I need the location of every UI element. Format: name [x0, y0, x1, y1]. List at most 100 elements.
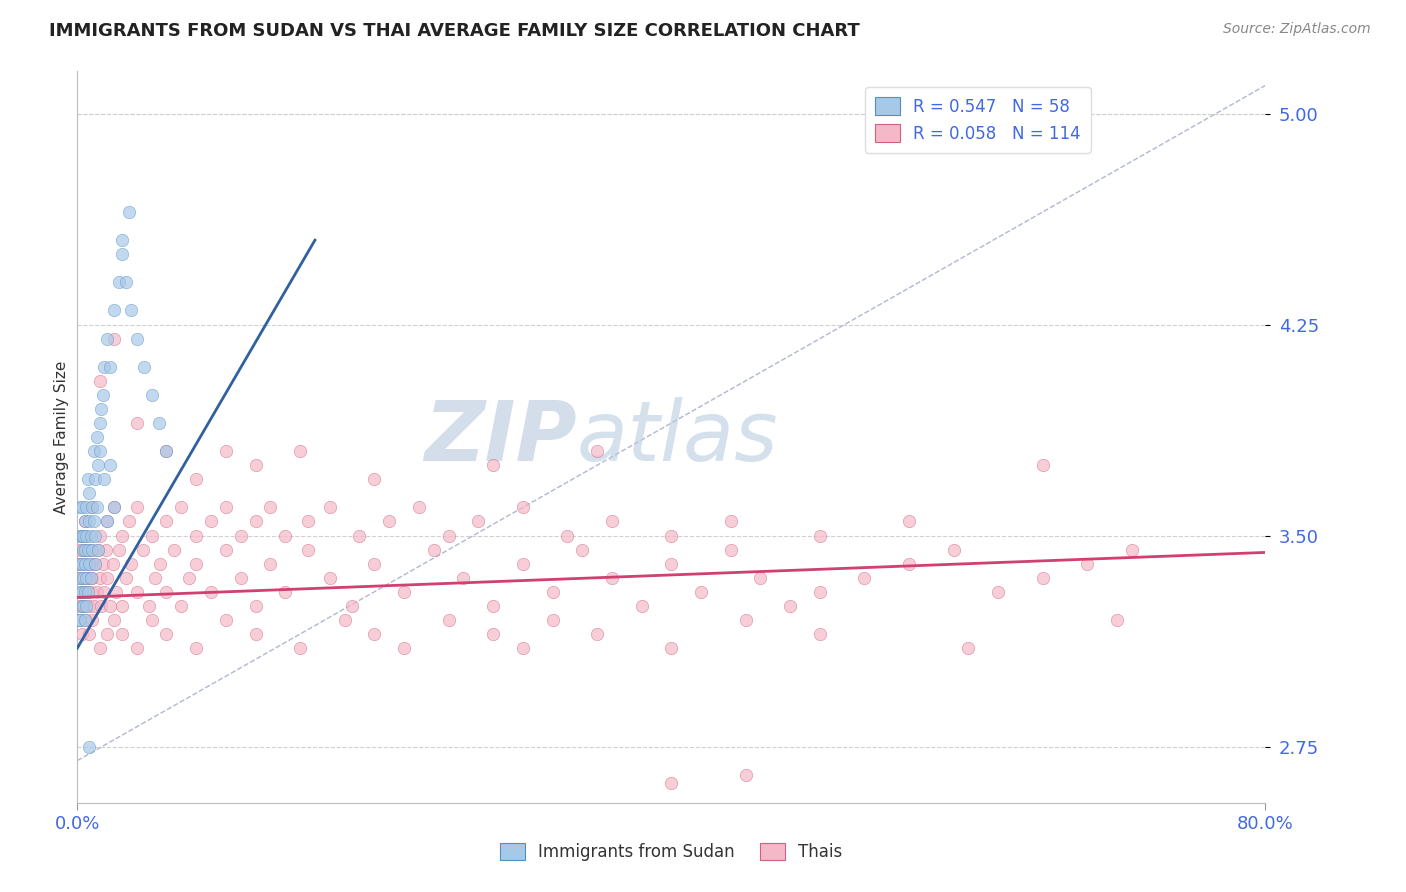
Point: [98, 458, 121, 473]
Point: [600, 515, 623, 529]
Point: [155, 627, 177, 641]
Point: [69, 542, 91, 557]
Point: [77, 571, 100, 585]
Point: [108, 276, 131, 290]
Point: [853, 571, 876, 585]
Point: [148, 416, 170, 430]
Point: [259, 557, 281, 571]
Point: [82, 542, 104, 557]
Point: [288, 641, 311, 656]
Point: [103, 303, 125, 318]
Point: [186, 528, 208, 542]
Point: [82, 542, 104, 557]
Point: [67, 599, 90, 613]
Point: [898, 557, 921, 571]
Point: [70, 599, 93, 613]
Point: [69, 613, 91, 627]
Point: [720, 542, 742, 557]
Point: [84, 557, 107, 571]
Point: [72, 542, 94, 557]
Point: [77, 486, 100, 500]
Point: [70, 528, 93, 542]
Point: [942, 542, 965, 557]
Point: [363, 557, 385, 571]
Point: [72, 599, 94, 613]
Point: [72, 542, 94, 557]
Point: [76, 584, 98, 599]
Point: [482, 458, 505, 473]
Point: [96, 627, 118, 641]
Point: [98, 359, 121, 374]
Point: [86, 430, 108, 444]
Point: [319, 500, 342, 515]
Point: [297, 515, 319, 529]
Point: [75, 599, 97, 613]
Point: [541, 613, 564, 627]
Point: [186, 472, 208, 486]
Point: [93, 472, 115, 486]
Point: [512, 641, 534, 656]
Point: [75, 571, 97, 585]
Point: [437, 613, 460, 627]
Point: [70, 627, 93, 641]
Point: [297, 542, 319, 557]
Point: [86, 500, 108, 515]
Point: [77, 515, 100, 529]
Point: [86, 584, 108, 599]
Y-axis label: Average Family Size: Average Family Size: [53, 360, 69, 514]
Point: [349, 528, 371, 542]
Point: [141, 613, 163, 627]
Point: [125, 416, 148, 430]
Point: [111, 528, 134, 542]
Point: [1105, 613, 1128, 627]
Point: [69, 613, 91, 627]
Point: [73, 557, 96, 571]
Point: [363, 627, 385, 641]
Point: [630, 599, 652, 613]
Point: [96, 332, 118, 346]
Point: [392, 584, 415, 599]
Point: [422, 542, 444, 557]
Point: [70, 584, 93, 599]
Point: [245, 458, 267, 473]
Point: [363, 472, 385, 486]
Point: [111, 247, 134, 261]
Point: [73, 542, 96, 557]
Point: [170, 500, 193, 515]
Text: ZIP: ZIP: [423, 397, 576, 477]
Point: [91, 388, 114, 402]
Point: [661, 776, 683, 790]
Point: [70, 500, 93, 515]
Point: [83, 444, 105, 458]
Point: [898, 515, 921, 529]
Point: [482, 627, 505, 641]
Point: [104, 584, 127, 599]
Point: [73, 584, 96, 599]
Point: [215, 500, 238, 515]
Point: [73, 557, 96, 571]
Point: [67, 557, 90, 571]
Point: [482, 599, 505, 613]
Point: [115, 571, 138, 585]
Point: [125, 332, 148, 346]
Point: [111, 627, 134, 641]
Point: [75, 500, 97, 515]
Point: [69, 500, 91, 515]
Point: [779, 599, 801, 613]
Point: [245, 515, 267, 529]
Point: [229, 571, 252, 585]
Point: [143, 571, 166, 585]
Point: [83, 515, 105, 529]
Point: [111, 599, 134, 613]
Point: [80, 557, 103, 571]
Point: [72, 599, 94, 613]
Point: [661, 557, 683, 571]
Point: [96, 571, 118, 585]
Point: [453, 571, 475, 585]
Point: [378, 515, 401, 529]
Point: [215, 444, 238, 458]
Text: atlas: atlas: [576, 397, 778, 477]
Point: [1032, 571, 1054, 585]
Point: [808, 528, 831, 542]
Point: [70, 584, 93, 599]
